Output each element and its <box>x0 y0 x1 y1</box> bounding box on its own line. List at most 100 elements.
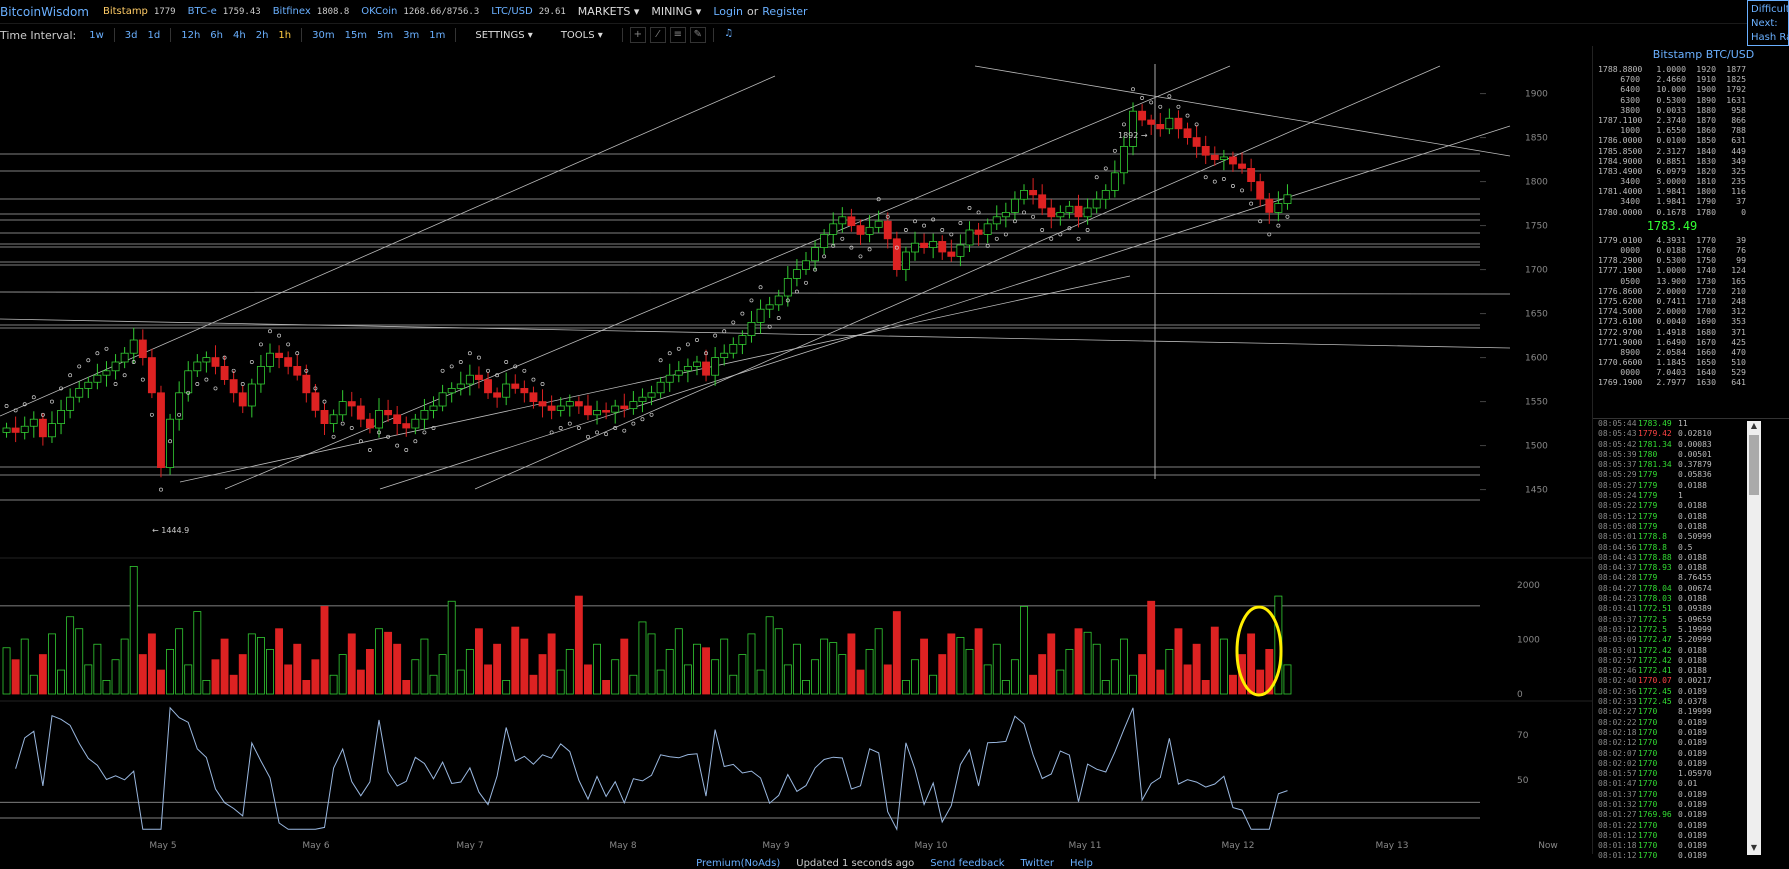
candle-body <box>175 392 184 420</box>
market-btce[interactable]: BTC-e 1759.43 <box>188 6 261 17</box>
trade-time: 08:02:46 <box>1598 666 1637 676</box>
trade-row: 08:01:32 1770 0.0189 <box>1598 800 1789 810</box>
mining-menu[interactable]: MINING ▾ <box>651 5 702 18</box>
tools-menu[interactable]: TOOLS ▾ <box>560 29 603 41</box>
interval-6h[interactable]: 6h <box>210 29 223 41</box>
orderbook-price: 6700 <box>1620 74 1640 85</box>
trade-volume: 0.0189 <box>1678 820 1707 830</box>
feedback-link[interactable]: Send feedback <box>930 858 1005 869</box>
crosshair-icon[interactable]: + <box>629 27 646 43</box>
interval-4h[interactable]: 4h <box>233 29 246 41</box>
draw-icon[interactable]: ✎ <box>689 27 706 43</box>
bell-icon[interactable]: ♫ <box>724 28 734 39</box>
trade-time: 08:05:44 <box>1598 419 1637 428</box>
interval-3d[interactable]: 3d <box>124 29 138 41</box>
interval-1m[interactable]: 1m <box>429 29 446 41</box>
candle-body <box>565 401 574 407</box>
difficulty-panel[interactable]: Difficult Next: Hash Ra <box>1747 0 1789 46</box>
volume-bar <box>802 680 810 695</box>
volume-bar <box>774 628 783 695</box>
candle-body <box>620 405 629 410</box>
volume-bar <box>702 647 710 695</box>
trade-price: 1772.45 <box>1638 697 1672 707</box>
sar-dot <box>1058 232 1063 237</box>
interval-1w[interactable]: 1w <box>89 29 104 41</box>
settings-menu[interactable]: SETTINGS ▾ <box>475 29 533 41</box>
orderbook-row: 1787.1100 2.3740 1870 866 <box>1598 115 1746 125</box>
trade-volume: 0.0189 <box>1678 748 1707 758</box>
login-link[interactable]: Login <box>713 5 744 18</box>
line-icon[interactable]: ⁄ <box>649 27 666 43</box>
volume-bar <box>911 659 919 695</box>
orderbook-level: 1810 <box>1696 176 1716 187</box>
trade-time: 08:04:37 <box>1598 563 1637 573</box>
market-bitstamp[interactable]: Bitstamp 1779 <box>103 6 176 17</box>
market-bitfinex[interactable]: Bitfinex 1808.8 <box>273 6 350 17</box>
orderbook-row: 0000 0.0188 1760 76 <box>1598 245 1746 255</box>
trade-price: 1778.03 <box>1638 594 1672 604</box>
sar-dot <box>695 338 699 342</box>
trade-price: 1778.93 <box>1638 563 1672 573</box>
trade-scrollbar[interactable]: ▲ ▼ <box>1747 421 1761 855</box>
candle-body <box>1219 156 1228 160</box>
orderbook-price: 1772.9700 <box>1598 326 1643 337</box>
interval-1d[interactable]: 1d <box>147 29 161 41</box>
volume-bar <box>1074 628 1083 695</box>
trade-history[interactable]: 08:05:44 1783.49 11 08:05:43 1779.42 0.02810 0… <box>1593 418 1789 860</box>
candle-body <box>811 247 820 262</box>
orderbook-level: 1670 <box>1696 336 1716 347</box>
trade-time: 08:04:56 <box>1598 542 1637 552</box>
brand-logo[interactable]: BitcoinWisdom <box>0 4 89 19</box>
trade-row: 08:01:12 1770 0.0189 <box>1598 831 1789 841</box>
candle-body <box>1029 189 1038 196</box>
interval-3m[interactable]: 3m <box>403 29 420 41</box>
volume-bar <box>584 664 592 695</box>
premium-link[interactable]: Premium(NoAds) <box>696 858 781 869</box>
x-axis-label: May 13 <box>1376 841 1409 851</box>
orderbook-level: 1800 <box>1696 186 1716 197</box>
candle-body <box>1165 117 1174 130</box>
orderbook-price: 0000 <box>1620 245 1640 255</box>
help-link[interactable]: Help <box>1070 858 1093 869</box>
scroll-down-icon[interactable]: ▼ <box>1750 843 1758 852</box>
orderbook-row: 1779.0100 4.3931 1770 39 <box>1598 235 1746 245</box>
y-tick-label: 1800 <box>1525 178 1548 188</box>
trade-price: 1770 <box>1638 830 1658 840</box>
interval-12h[interactable]: 12h <box>181 29 201 41</box>
sar-dot <box>322 399 327 404</box>
hlines-icon[interactable]: ≡ <box>669 27 686 43</box>
chart-canvas[interactable]: 1900 1850 1800 1750 1700 1650 1600 1550 1500 1450… <box>0 46 1592 854</box>
scroll-thumb[interactable] <box>1749 435 1759 495</box>
trade-row: 08:04:37 1778.93 0.0188 <box>1598 563 1789 573</box>
markets-menu[interactable]: MARKETS ▾ <box>577 5 640 18</box>
market-ltcusd[interactable]: LTC/USD 29.61 <box>491 6 566 17</box>
orderbook-title[interactable]: Bitstamp BTC/USD <box>1652 48 1755 61</box>
candle-body <box>802 260 810 271</box>
volume-bar <box>75 628 84 695</box>
candle-body <box>474 374 483 381</box>
volume-bar <box>102 680 111 695</box>
trade-price: 1778.88 <box>1638 552 1672 562</box>
register-link[interactable]: Register <box>762 5 808 18</box>
trade-time: 08:02:33 <box>1598 697 1637 707</box>
trade-time: 08:03:37 <box>1598 614 1637 624</box>
separator <box>113 28 115 42</box>
sar-dot <box>313 386 318 391</box>
trade-price: 1779 <box>1638 521 1658 531</box>
sar-dot <box>1285 214 1290 219</box>
twitter-link[interactable]: Twitter <box>1020 858 1055 869</box>
orderbook-amount: 0.7411 <box>1656 295 1686 306</box>
sar-dot <box>1276 223 1281 228</box>
market-okcoin[interactable]: OKCoin 1268.66/8756.3 <box>361 6 479 17</box>
scroll-up-icon[interactable]: ▲ <box>1750 421 1758 430</box>
trade-price: 1779 <box>1638 470 1658 480</box>
trade-row: 08:01:12 1770 0.0189 <box>1598 851 1789 861</box>
interval-30m[interactable]: 30m <box>312 29 335 41</box>
interval-15m[interactable]: 15m <box>344 29 368 41</box>
interval-5m[interactable]: 5m <box>377 29 394 41</box>
orderbook-cumulative: 1631 <box>1726 94 1746 105</box>
interval-1h[interactable]: 1h <box>278 29 292 41</box>
interval-2h[interactable]: 2h <box>255 29 269 41</box>
price-chart[interactable]: 1900 1850 1800 1750 1700 1650 1600 1550 1500 1450… <box>0 46 1592 854</box>
trend-line <box>179 275 1131 483</box>
